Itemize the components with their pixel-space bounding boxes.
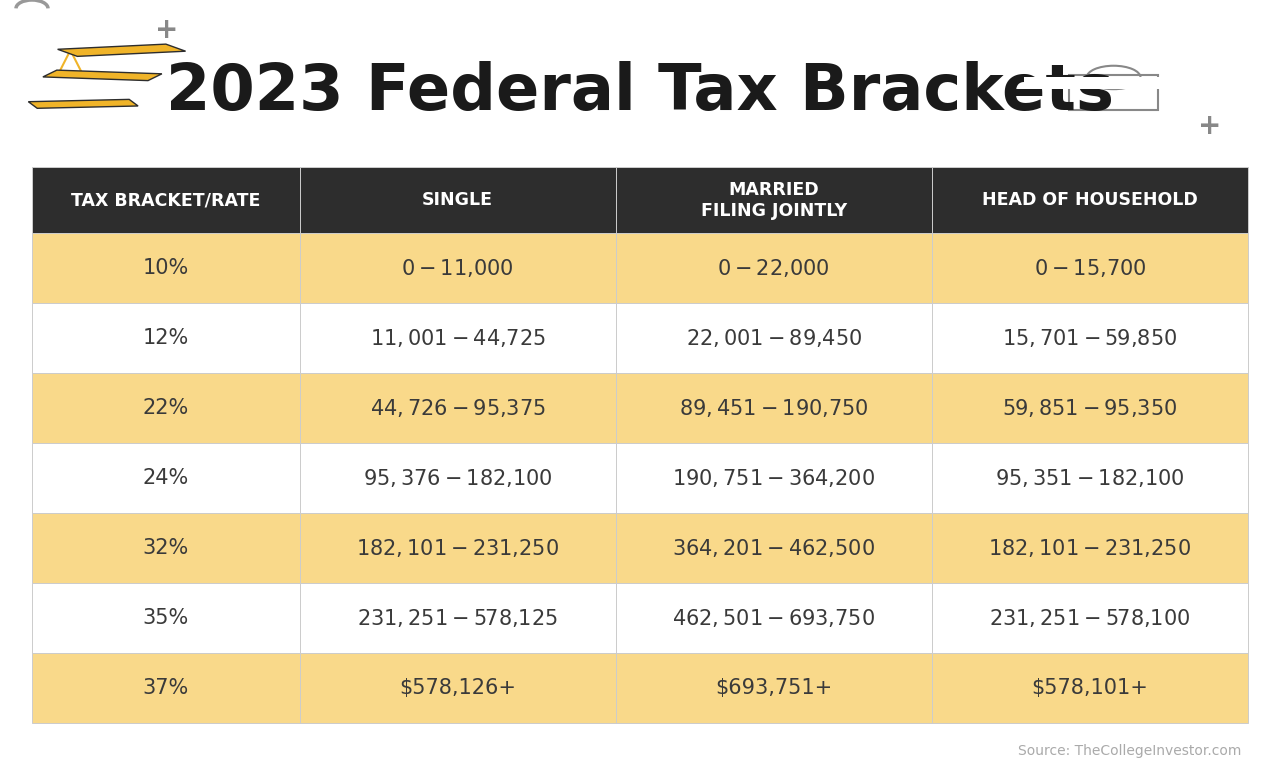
Text: $44,726 - $95,375: $44,726 - $95,375 [370, 397, 545, 419]
FancyBboxPatch shape [616, 233, 932, 303]
Text: $59,851 - $95,350: $59,851 - $95,350 [1002, 397, 1178, 419]
FancyBboxPatch shape [1024, 77, 1203, 89]
Text: $0 - $11,000: $0 - $11,000 [402, 257, 513, 279]
Text: $578,126+: $578,126+ [399, 678, 516, 698]
Polygon shape [44, 70, 161, 80]
FancyBboxPatch shape [300, 443, 616, 513]
FancyBboxPatch shape [932, 233, 1248, 303]
Text: +: + [155, 16, 178, 44]
FancyBboxPatch shape [32, 513, 300, 583]
Text: +: + [1198, 111, 1221, 139]
FancyBboxPatch shape [932, 303, 1248, 373]
FancyBboxPatch shape [300, 373, 616, 443]
FancyBboxPatch shape [932, 167, 1248, 233]
Text: SINGLE: SINGLE [422, 192, 493, 210]
FancyBboxPatch shape [32, 653, 300, 723]
FancyBboxPatch shape [932, 583, 1248, 653]
Text: 37%: 37% [142, 678, 189, 698]
Text: $89,451 - $190,750: $89,451 - $190,750 [678, 397, 869, 419]
Text: $190,751 - $364,200: $190,751 - $364,200 [672, 467, 876, 489]
FancyBboxPatch shape [300, 167, 616, 233]
FancyBboxPatch shape [616, 653, 932, 723]
Text: 🎓: 🎓 [61, 742, 72, 760]
Text: HEAD OF HOUSEHOLD: HEAD OF HOUSEHOLD [982, 192, 1198, 210]
Text: $693,751+: $693,751+ [716, 678, 832, 698]
FancyBboxPatch shape [932, 513, 1248, 583]
Text: MARRIED
FILING JOINTLY: MARRIED FILING JOINTLY [700, 181, 847, 220]
Text: 32%: 32% [142, 538, 189, 558]
Text: $231,251 - $578,125: $231,251 - $578,125 [357, 607, 558, 629]
FancyBboxPatch shape [300, 303, 616, 373]
FancyBboxPatch shape [616, 373, 932, 443]
Text: THE COLLEGE INVESTOR: THE COLLEGE INVESTOR [102, 743, 320, 759]
FancyBboxPatch shape [616, 583, 932, 653]
FancyBboxPatch shape [616, 443, 932, 513]
FancyBboxPatch shape [932, 653, 1248, 723]
Text: 12%: 12% [142, 328, 189, 348]
Text: $182,101 - $231,250: $182,101 - $231,250 [356, 537, 559, 559]
Text: $182,101 - $231,250: $182,101 - $231,250 [988, 537, 1192, 559]
FancyBboxPatch shape [616, 167, 932, 233]
Text: 22%: 22% [142, 398, 189, 418]
Text: TAX BRACKET/RATE: TAX BRACKET/RATE [72, 192, 260, 210]
Text: $0 - $15,700: $0 - $15,700 [1034, 257, 1146, 279]
Text: 2023 Federal Tax Brackets: 2023 Federal Tax Brackets [166, 61, 1114, 123]
Text: $231,251 - $578,100: $231,251 - $578,100 [989, 607, 1190, 629]
Polygon shape [28, 100, 138, 108]
FancyBboxPatch shape [32, 233, 300, 303]
Text: $11,001 - $44,725: $11,001 - $44,725 [370, 327, 545, 349]
FancyBboxPatch shape [932, 373, 1248, 443]
Text: $22,001 - $89,450: $22,001 - $89,450 [686, 327, 861, 349]
FancyBboxPatch shape [300, 583, 616, 653]
FancyBboxPatch shape [932, 443, 1248, 513]
FancyBboxPatch shape [300, 233, 616, 303]
Text: $15,701 - $59,850: $15,701 - $59,850 [1002, 327, 1178, 349]
Text: $0 - $22,000: $0 - $22,000 [718, 257, 829, 279]
Text: $364,201 - $462,500: $364,201 - $462,500 [672, 537, 876, 559]
FancyBboxPatch shape [18, 734, 115, 768]
FancyBboxPatch shape [32, 583, 300, 653]
Text: $95,376 - $182,100: $95,376 - $182,100 [362, 467, 553, 489]
Text: 10%: 10% [142, 258, 189, 278]
FancyBboxPatch shape [32, 303, 300, 373]
FancyBboxPatch shape [32, 443, 300, 513]
FancyBboxPatch shape [300, 513, 616, 583]
Text: $462,501 - $693,750: $462,501 - $693,750 [672, 607, 876, 629]
Text: $95,351 - $182,100: $95,351 - $182,100 [995, 467, 1185, 489]
Text: 35%: 35% [142, 608, 189, 628]
FancyBboxPatch shape [616, 303, 932, 373]
Polygon shape [58, 44, 186, 56]
Text: $578,101+: $578,101+ [1032, 678, 1148, 698]
Text: 24%: 24% [142, 468, 189, 488]
FancyBboxPatch shape [32, 167, 300, 233]
FancyBboxPatch shape [616, 513, 932, 583]
Text: Source: TheCollegeInvestor.com: Source: TheCollegeInvestor.com [1018, 744, 1242, 758]
FancyBboxPatch shape [300, 653, 616, 723]
FancyBboxPatch shape [32, 373, 300, 443]
